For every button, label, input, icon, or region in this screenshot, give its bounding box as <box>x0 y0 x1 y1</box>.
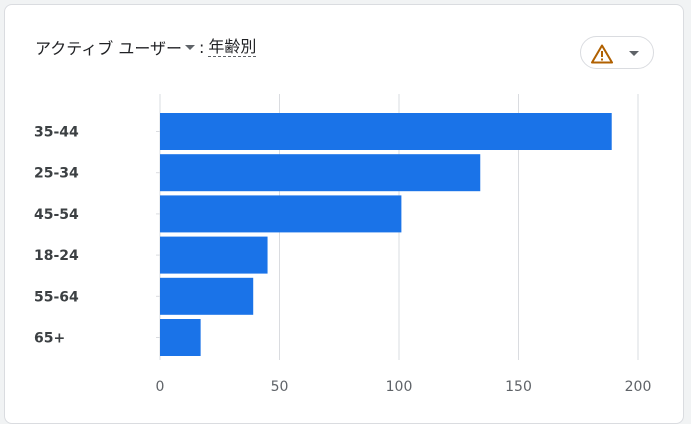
bar-chart: 35-44 25-34 45-54 18-24 55-64 65+ 0 50 100 150 20… <box>34 94 652 395</box>
bar-25-34[interactable] <box>160 154 481 192</box>
x-tick-label: 150 <box>505 379 532 395</box>
x-tick-label: 0 <box>156 379 165 395</box>
dimension-selector[interactable]: 年齢別 <box>208 36 257 57</box>
x-tick-label: 200 <box>625 379 652 395</box>
bar-45-54[interactable] <box>160 195 402 233</box>
bar-65+[interactable] <box>160 319 201 356</box>
bar-35-44[interactable] <box>160 113 612 150</box>
category-labels: 35-44 25-34 45-54 18-24 55-64 65+ <box>34 125 79 347</box>
chevron-down-icon[interactable] <box>185 44 196 50</box>
warning-chevron-down-icon <box>629 51 639 56</box>
category-label: 25-34 <box>34 166 79 182</box>
card-header: アクティブ ユーザー : 年齢別 <box>35 35 257 59</box>
x-tick-label: 100 <box>386 379 413 395</box>
x-tick-label: 50 <box>271 379 289 395</box>
bar-55-64[interactable] <box>160 277 254 315</box>
warning-triangle-icon <box>591 44 613 64</box>
category-label: 45-54 <box>34 207 79 223</box>
category-label: 18-24 <box>34 248 79 264</box>
data-quality-button[interactable] <box>580 36 654 69</box>
x-axis-tick-labels: 0 50 100 150 200 <box>156 379 652 395</box>
header-separator: : <box>199 37 205 57</box>
category-label: 35-44 <box>34 125 79 141</box>
bar-18-24[interactable] <box>160 236 268 274</box>
bars <box>160 113 612 356</box>
category-label: 55-64 <box>34 289 79 305</box>
chart-card: アクティブ ユーザー : 年齢別 <box>4 4 684 424</box>
metric-selector[interactable]: アクティブ ユーザー <box>35 39 183 58</box>
category-label: 65+ <box>34 331 65 347</box>
